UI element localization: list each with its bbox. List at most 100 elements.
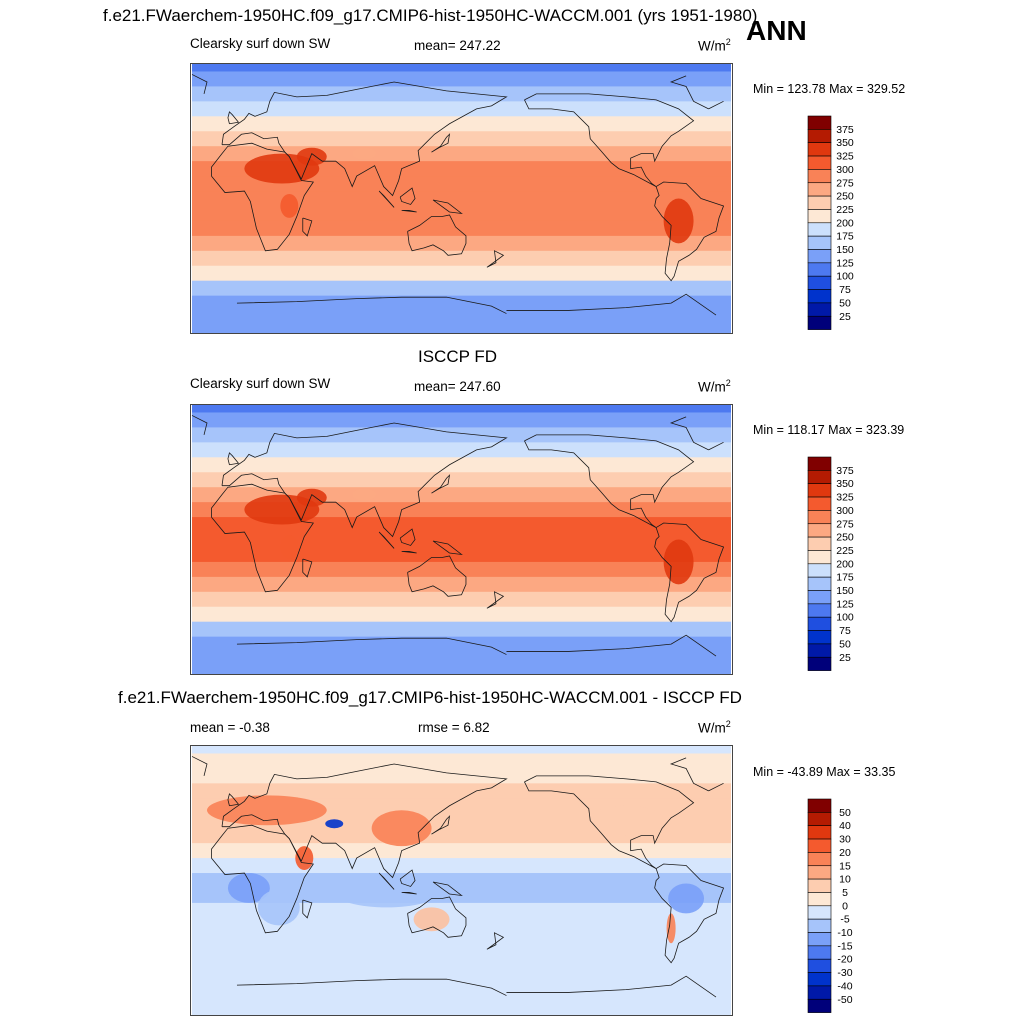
panel2-mean: mean= 247.60 [414, 379, 501, 394]
colorbar-swatch [807, 315, 832, 330]
band-lat-60 [192, 101, 731, 117]
zonal-bands [192, 64, 731, 333]
anomaly-blob [413, 907, 450, 932]
coastline [211, 483, 314, 593]
coastline [407, 555, 467, 597]
band-lat-50 [192, 798, 731, 814]
colorbar-swatch [807, 195, 832, 210]
colorbar-tick-label: 10 [839, 874, 851, 886]
panel3-colorbar: 50 40 30 20 15 10 5 0 -5 -10 -15 -20 -30 -40 -50 [807, 798, 868, 1015]
band-lat-20 [192, 843, 731, 859]
band-lat-70 [192, 86, 731, 102]
band-lat-70 [192, 427, 731, 443]
band-lat-40 [192, 472, 731, 488]
anomaly-blob [296, 488, 327, 507]
band-lat--90 [192, 1007, 731, 1015]
colorbar-swatch [807, 510, 832, 525]
coastline [654, 522, 725, 623]
band-lat-80 [192, 71, 731, 87]
colorbar-tick-label: 50 [839, 297, 851, 309]
colorbar-tick-label: -10 [837, 927, 852, 939]
colorbar-swatch [807, 590, 832, 605]
colorbar-tick-label: 275 [836, 518, 854, 530]
coastline [227, 793, 240, 807]
band-lat-30 [192, 828, 731, 844]
coastline [236, 975, 717, 998]
band-lat-50 [192, 457, 731, 473]
band-lat-10 [192, 176, 731, 192]
coastline [227, 111, 240, 125]
coastline [221, 422, 508, 538]
band-lat-30 [192, 146, 731, 162]
panel1-map [190, 63, 733, 334]
panel1-colorbar: 375 350 325 300 275 250 225 200 175 150 125 100 75 50… [807, 115, 868, 332]
colorbar-swatch [807, 825, 832, 840]
band-lat--30 [192, 576, 731, 593]
band-lat--90 [192, 325, 731, 333]
band-lat-0 [192, 873, 731, 889]
colorbar-swatch [807, 918, 832, 933]
colorbar-tick-label: 100 [836, 271, 854, 283]
colorbar-tick-label: 350 [836, 137, 854, 149]
coastline [302, 899, 313, 919]
band-lat-80 [192, 753, 731, 769]
coastline [236, 634, 717, 657]
colorbar-tick-label: 20 [839, 847, 851, 859]
colorbar-swatch [807, 985, 832, 1000]
band-lat--30 [192, 917, 731, 934]
colorbar-swatch [807, 616, 832, 631]
colorbar-swatch [807, 643, 832, 658]
coastline [302, 217, 313, 237]
zonal-bands [192, 746, 731, 1015]
anomaly-blob [352, 488, 377, 501]
coastline [211, 824, 314, 934]
band-lat--60 [192, 280, 731, 297]
colorbar-tick-label: -50 [837, 994, 852, 1006]
colorbar-swatch [807, 798, 832, 813]
band-lat--50 [192, 265, 731, 282]
colorbar-swatch [807, 998, 832, 1013]
band-lat--80 [192, 651, 731, 668]
coastline [432, 199, 463, 215]
coastline [401, 551, 417, 554]
panel3-rmse: rmse = 6.82 [418, 720, 490, 735]
colorbar-tick-label: 50 [839, 807, 851, 819]
coastline [399, 869, 416, 887]
coastline [221, 763, 508, 879]
coastline [486, 932, 505, 950]
colorbar-swatch [807, 838, 832, 853]
coastlines [191, 415, 725, 657]
panel2-title: ISCCP FD [418, 347, 498, 366]
coastline [401, 892, 417, 895]
colorbar-swatch [807, 852, 832, 867]
coastline [378, 190, 395, 208]
anomaly-blob [280, 194, 299, 218]
colorbar-tick-label: -40 [837, 980, 852, 992]
coastline [399, 528, 416, 546]
band-lat-20 [192, 161, 731, 177]
anomaly-blob [666, 913, 676, 944]
band-lat-80 [192, 412, 731, 428]
colorbar-swatch [807, 972, 832, 987]
band-lat-10 [192, 517, 731, 533]
colorbar-tick-label: 0 [842, 900, 848, 912]
anomaly-blob [295, 846, 314, 871]
colorbar-swatch [807, 865, 832, 880]
colorbar-tick-label: 30 [839, 834, 851, 846]
panel2-variable: Clearsky surf down SW [190, 376, 331, 391]
colorbar-tick-label: 150 [836, 585, 854, 597]
band-lat-10 [192, 858, 731, 874]
colorbar-swatch [807, 142, 832, 157]
coastline [378, 872, 395, 890]
colorbar-tick-label: 100 [836, 612, 854, 624]
colorbar-tick-label: 225 [836, 204, 854, 216]
colorbar-swatch [807, 182, 832, 197]
anomaly-blob [296, 147, 327, 166]
band-lat--60 [192, 621, 731, 638]
band-lat--20 [192, 902, 731, 919]
colorbar-tick-label: 40 [839, 820, 851, 832]
colorbar-tick-label: 225 [836, 545, 854, 557]
anomaly-blob [257, 889, 300, 926]
colorbar-swatch [807, 155, 832, 170]
panel1-units: W/m2 [698, 37, 731, 54]
